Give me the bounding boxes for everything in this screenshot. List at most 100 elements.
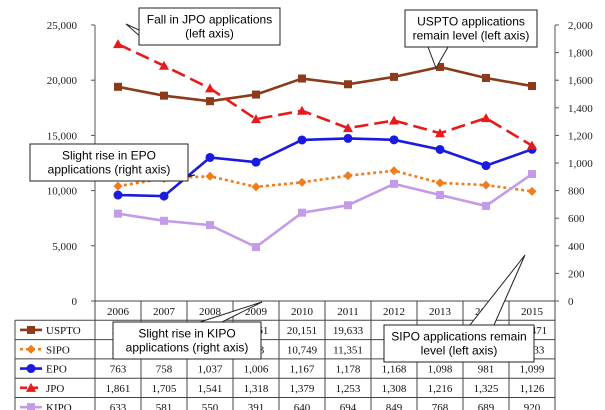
data-label-uspto: 19,633	[333, 325, 364, 337]
sipo-marker	[435, 178, 445, 188]
data-label-kipo: 550	[202, 402, 219, 410]
data-label-epo: 1,167	[290, 364, 315, 376]
axes: 0 5,000 10,000 15,000 20,000 25,000 0 200 400 600…	[47, 20, 594, 308]
jpo-marker	[481, 113, 491, 123]
data-label-jpo: 1,541	[198, 383, 223, 395]
uspto-marker	[206, 97, 214, 106]
legend-kipo-marker	[27, 403, 35, 410]
uspto-marker	[482, 73, 490, 82]
uspto-marker	[390, 72, 398, 81]
left-tick-label: 15,000	[47, 130, 78, 142]
kipo-marker	[298, 208, 306, 217]
data-label-epo: 1,178	[336, 364, 361, 376]
left-tick-label: 0	[72, 296, 78, 308]
callout-box	[29, 143, 189, 182]
legend-uspto-marker	[27, 325, 35, 334]
kipo-marker	[482, 201, 490, 210]
jpo-marker	[297, 105, 307, 115]
uspto-marker	[298, 74, 306, 83]
legend-epo-marker	[26, 364, 36, 374]
callout-line: Fall in JPO applications	[147, 13, 272, 27]
legend-label-sipo: SIPO	[46, 344, 70, 356]
callouts: Fall in JPO applications(left axis) USPTO…	[29, 7, 538, 363]
right-tick-label: 1,800	[568, 48, 593, 60]
callout-line: Slight rise in KIPO	[138, 327, 235, 341]
uspto-marker	[160, 91, 168, 100]
plot-series	[113, 39, 537, 252]
data-label-jpo: 1,325	[474, 383, 499, 395]
epo-marker	[481, 161, 491, 171]
kipo-marker	[160, 216, 168, 225]
jpo-marker	[343, 123, 353, 133]
kipo-marker	[528, 170, 536, 179]
uspto-marker	[344, 80, 352, 89]
left-tick-label: 20,000	[47, 75, 78, 87]
epo-marker	[113, 190, 123, 200]
epo-marker	[389, 135, 399, 145]
data-label-kipo: 581	[156, 402, 173, 410]
data-label-sipo: 11,351	[333, 344, 363, 356]
data-label-uspto: 20,151	[287, 325, 317, 337]
category-label: 2010	[291, 306, 314, 318]
callout-box	[404, 9, 538, 48]
callout-box	[383, 324, 535, 363]
epo-marker	[343, 133, 353, 143]
left-tick-label: 5,000	[52, 241, 77, 253]
callout-box	[138, 7, 281, 46]
sipo-marker	[297, 177, 307, 187]
data-label-kipo: 849	[386, 402, 403, 410]
jpo-marker	[435, 128, 445, 138]
data-label-kipo: 633	[110, 402, 127, 410]
callout-line: applications (right axis)	[48, 163, 171, 177]
data-label-kipo: 689	[478, 402, 495, 410]
series-line-jpo	[117, 43, 533, 147]
legend-jpo-marker	[26, 382, 36, 392]
kipo-marker	[252, 243, 260, 252]
jpo-marker	[205, 83, 215, 93]
callout-jpo-fall: Fall in JPO applications(left axis)	[125, 7, 281, 46]
category-label: 2008	[199, 306, 222, 318]
jpo-marker	[251, 114, 261, 124]
left-tick-label: 10,000	[47, 186, 78, 198]
legend-label-jpo: JPO	[46, 383, 64, 395]
data-label-jpo: 1,318	[244, 383, 269, 395]
data-label-kipo: 640	[294, 402, 311, 410]
kipo-marker	[436, 191, 444, 200]
uspto-marker	[528, 82, 536, 91]
sipo-marker	[205, 171, 215, 181]
legend-label-kipo: KIPO	[46, 402, 72, 410]
data-label-kipo: 920	[524, 402, 541, 410]
data-label-kipo: 391	[248, 402, 265, 410]
data-label-epo: 763	[110, 364, 127, 376]
kipo-marker	[344, 201, 352, 210]
callout-pointer	[427, 46, 449, 70]
jpo-marker	[159, 60, 169, 70]
data-label-sipo: 10,749	[287, 344, 318, 356]
series-sipo	[113, 166, 537, 196]
sipo-marker	[389, 166, 399, 176]
epo-marker	[159, 191, 169, 201]
kipo-marker	[390, 179, 398, 188]
callout-line: Slight rise in EPO	[62, 149, 156, 163]
jpo-marker	[527, 140, 537, 150]
data-label-epo: 981	[478, 364, 495, 376]
right-tick-label: 1,600	[568, 75, 593, 87]
data-label-jpo: 1,379	[290, 383, 315, 395]
series-uspto	[114, 62, 536, 106]
legend-label-uspto: USPTO	[46, 325, 81, 337]
callout-line: (left axis)	[185, 27, 234, 41]
sipo-marker	[481, 180, 491, 190]
right-tick-label: 400	[568, 241, 585, 253]
category-label: 2011	[337, 306, 359, 318]
kipo-marker	[114, 209, 122, 218]
category-label: 2006	[107, 306, 130, 318]
right-tick-label: 200	[568, 268, 585, 280]
uspto-marker	[436, 62, 444, 71]
sipo-marker	[343, 171, 353, 181]
callout-line: remain level (left axis)	[413, 29, 530, 43]
callout-line: SIPO applications remain	[391, 330, 526, 344]
callout-line: USPTO applications	[417, 15, 525, 29]
